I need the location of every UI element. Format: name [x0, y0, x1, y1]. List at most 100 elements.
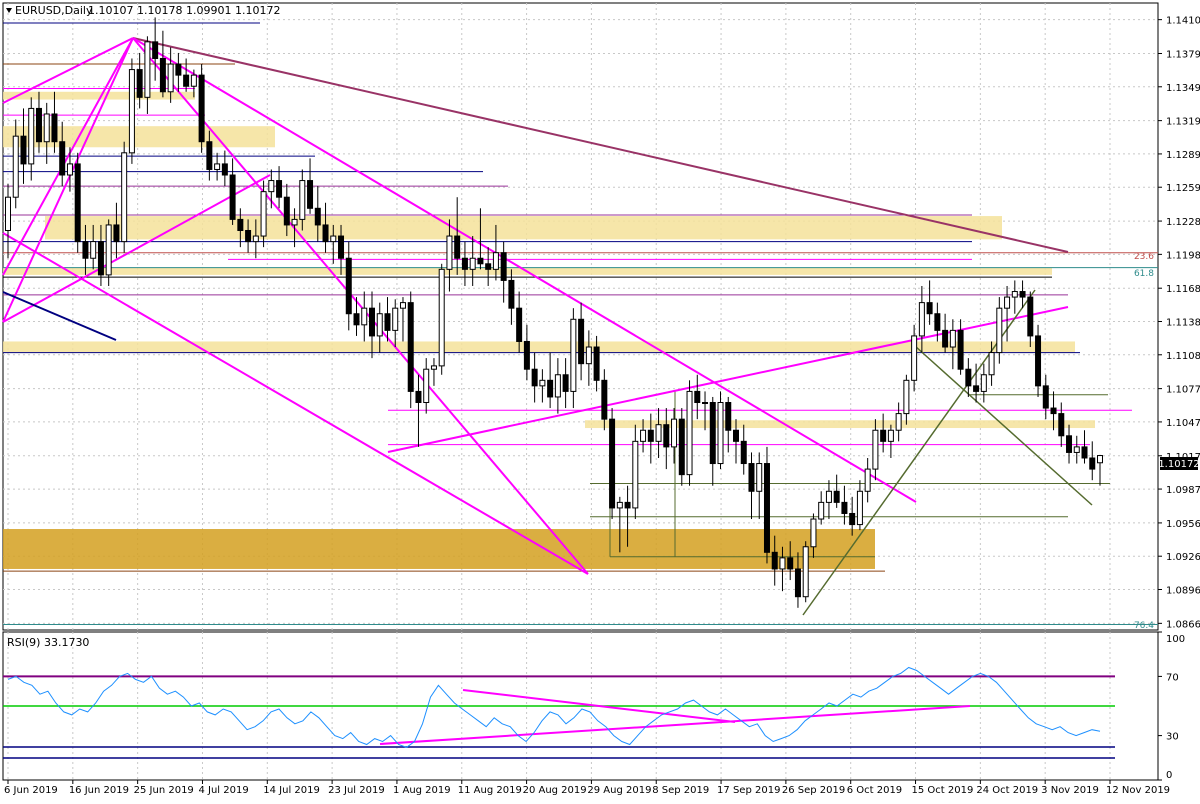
candle	[934, 302, 941, 342]
dropdown-triangle-icon[interactable]	[6, 8, 12, 13]
candle-body	[570, 318, 577, 392]
date-tick-label: 6 Oct 2019	[847, 785, 902, 796]
candle-body	[454, 235, 461, 259]
candle	[725, 396, 732, 453]
candle	[787, 541, 794, 581]
candle	[299, 169, 306, 231]
candle	[671, 408, 678, 464]
candle-body	[314, 207, 321, 226]
candle	[763, 446, 770, 564]
candle	[97, 224, 104, 286]
candle-body	[35, 107, 42, 143]
candle-body	[5, 196, 11, 231]
candle-body	[446, 235, 453, 270]
trendline	[2, 174, 271, 323]
candle-body	[640, 429, 647, 442]
fib-76-4-label: 76.4	[1134, 621, 1154, 631]
candle-body	[740, 440, 747, 465]
price-tick-label: 1.14100	[1166, 16, 1200, 27]
candle-body	[725, 402, 732, 431]
candle	[12, 119, 19, 209]
candle-body	[268, 180, 275, 193]
candle-body	[903, 379, 910, 415]
candle	[609, 408, 616, 520]
candle	[1097, 454, 1103, 486]
price-tick-label: 1.10475	[1166, 418, 1200, 429]
candle	[578, 302, 585, 381]
candle	[686, 380, 693, 486]
candle	[214, 152, 221, 181]
candle	[616, 496, 623, 553]
candle-body	[717, 402, 724, 465]
candle	[345, 241, 352, 331]
candle-body	[20, 135, 27, 165]
candle	[376, 302, 383, 353]
candle-body	[887, 429, 894, 442]
candle-body	[438, 268, 445, 367]
candle	[887, 424, 894, 458]
candle-body	[825, 490, 832, 503]
current-price-tag: 1.10172	[1158, 457, 1200, 470]
candle	[407, 291, 414, 409]
candle	[221, 150, 228, 187]
candle	[1081, 430, 1088, 464]
candle	[856, 480, 863, 531]
candle-body	[787, 557, 794, 570]
candle	[1004, 285, 1011, 342]
candle	[647, 413, 654, 464]
candle	[516, 291, 523, 353]
trendline	[2, 232, 589, 575]
zone-light	[3, 91, 195, 100]
candle	[229, 158, 236, 225]
candle	[59, 121, 66, 187]
price-tick-label: 1.13190	[1166, 117, 1200, 128]
candle	[833, 474, 840, 508]
candle-body	[469, 257, 476, 270]
candle-body	[206, 141, 213, 170]
candle	[903, 374, 910, 425]
candle-body	[128, 69, 135, 154]
candle-body	[609, 418, 616, 509]
candle	[748, 452, 755, 520]
candle	[469, 236, 476, 286]
candle	[74, 152, 81, 253]
price-tick-label: 1.12590	[1166, 183, 1200, 194]
candle-body	[1019, 291, 1026, 298]
date-axis: 6 Jun 2019 16 Jun 2019 25 Jun 2019 4 Jul 20…	[4, 780, 1170, 796]
candle	[539, 369, 546, 403]
candle-body	[74, 163, 81, 243]
candle	[175, 52, 182, 92]
candle-body	[369, 307, 375, 337]
candle	[508, 269, 515, 325]
candle-body	[322, 224, 329, 243]
candle	[957, 319, 964, 375]
candle-body	[12, 135, 19, 198]
date-tick-label: 17 Sep 2019	[717, 785, 780, 796]
candle-body	[51, 113, 58, 143]
candle-body	[663, 424, 670, 448]
candle	[1011, 280, 1018, 314]
trendline	[2, 37, 134, 104]
candle-body	[1066, 435, 1073, 453]
candle-body	[353, 313, 360, 326]
candle	[477, 208, 484, 270]
date-tick-label: 8 Sep 2019	[652, 785, 709, 796]
candle-body	[671, 418, 678, 448]
candle	[980, 363, 987, 403]
candle-body	[794, 568, 801, 598]
candle-body	[276, 180, 283, 198]
candle-body	[283, 196, 290, 226]
candle	[655, 408, 662, 458]
candle	[245, 219, 252, 253]
candle	[307, 158, 314, 214]
candle-body	[105, 224, 112, 276]
date-tick-label: 14 Jul 2019	[263, 785, 320, 796]
candle	[415, 374, 422, 447]
candle	[500, 241, 507, 303]
candle	[547, 352, 554, 409]
zone-dark	[3, 529, 875, 569]
trendline-long-down	[132, 37, 1069, 253]
candle-body	[686, 390, 693, 476]
